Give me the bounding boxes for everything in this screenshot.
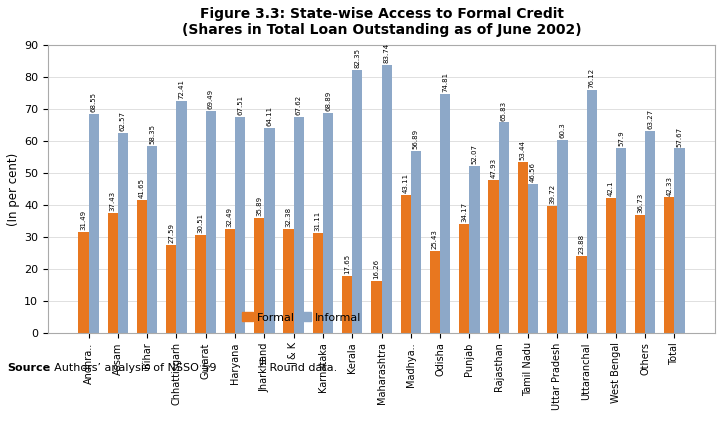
Text: 37.43: 37.43	[110, 191, 116, 211]
Bar	[254, 218, 264, 332]
Text: 57.67: 57.67	[677, 126, 682, 146]
Bar	[235, 117, 245, 332]
Bar	[78, 232, 89, 332]
Bar	[635, 215, 645, 332]
Text: 34.17: 34.17	[461, 202, 467, 222]
Text: 32.38: 32.38	[285, 207, 292, 227]
Text: 47.93: 47.93	[490, 158, 497, 178]
Text: 41.65: 41.65	[139, 178, 145, 198]
Text: 35.89: 35.89	[256, 196, 262, 216]
Text: 58.35: 58.35	[149, 125, 155, 144]
Text: 27.59: 27.59	[168, 223, 174, 243]
Bar	[196, 235, 206, 332]
Text: 42.1: 42.1	[608, 181, 614, 196]
Bar	[108, 213, 118, 332]
Text: 31.49: 31.49	[80, 210, 87, 230]
Text: 62.57: 62.57	[120, 111, 126, 131]
Text: 23.88: 23.88	[578, 234, 585, 254]
Bar	[469, 166, 479, 332]
Text: 69.49: 69.49	[208, 89, 214, 109]
Text: 17.65: 17.65	[344, 254, 350, 274]
Text: 67.62: 67.62	[296, 95, 302, 115]
Bar	[283, 229, 294, 332]
Bar	[664, 198, 674, 332]
Bar	[401, 195, 411, 332]
Text: 83.74: 83.74	[383, 43, 390, 63]
Text: Source: Source	[7, 363, 51, 373]
Text: 74.81: 74.81	[443, 72, 448, 92]
Bar	[137, 200, 147, 332]
Bar	[313, 233, 323, 332]
Text: 64.11: 64.11	[266, 106, 272, 126]
Text: 67.51: 67.51	[237, 95, 243, 115]
Bar	[342, 276, 352, 332]
Text: 72.41: 72.41	[178, 79, 185, 99]
Bar	[176, 101, 187, 332]
Text: 68.89: 68.89	[325, 90, 331, 111]
Bar	[430, 251, 440, 332]
Text: 76.12: 76.12	[588, 68, 595, 88]
Bar	[118, 133, 128, 332]
Text: 43.11: 43.11	[403, 173, 409, 193]
Bar	[528, 184, 538, 332]
Text: 60.3: 60.3	[560, 122, 565, 138]
Text: 30.51: 30.51	[198, 213, 204, 233]
Bar	[352, 70, 362, 332]
Bar	[645, 131, 656, 332]
Bar	[606, 198, 616, 332]
Bar	[547, 206, 557, 332]
Text: 39.72: 39.72	[549, 184, 555, 204]
Text: 53.44: 53.44	[520, 140, 526, 160]
Bar	[557, 140, 567, 332]
Bar	[264, 128, 274, 332]
Text: 46.56: 46.56	[530, 162, 536, 182]
Bar	[489, 180, 499, 332]
Bar	[616, 148, 626, 332]
Title: Figure 3.3: State-wise Access to Formal Credit
(Shares in Total Loan Outstanding: Figure 3.3: State-wise Access to Formal …	[182, 7, 581, 37]
Bar	[576, 256, 586, 332]
Text: Round data.: Round data.	[266, 363, 337, 373]
Text: : Authors’ analysis of NSSO 59: : Authors’ analysis of NSSO 59	[47, 363, 217, 373]
Bar	[225, 229, 235, 332]
Text: 65.83: 65.83	[501, 100, 507, 121]
Text: 31.11: 31.11	[315, 211, 321, 231]
Text: 16.26: 16.26	[373, 258, 379, 279]
Text: 42.33: 42.33	[666, 176, 672, 195]
Text: 56.89: 56.89	[413, 129, 419, 149]
Text: 36.73: 36.73	[637, 193, 643, 213]
Bar	[518, 162, 528, 332]
Bar	[440, 94, 451, 332]
Bar	[459, 224, 469, 332]
Text: 52.07: 52.07	[471, 144, 477, 164]
Text: 68.55: 68.55	[91, 92, 97, 112]
Bar	[147, 146, 157, 332]
Text: 57.9: 57.9	[618, 130, 624, 146]
Bar	[381, 65, 392, 332]
Bar	[499, 122, 509, 332]
Bar	[411, 151, 421, 332]
Legend: Formal, Informal: Formal, Informal	[238, 308, 365, 327]
Bar	[294, 117, 304, 332]
Text: 82.35: 82.35	[355, 48, 360, 68]
Bar	[674, 148, 684, 332]
Bar	[206, 111, 216, 332]
Text: 63.27: 63.27	[648, 108, 653, 129]
Bar	[323, 112, 333, 332]
Bar	[89, 114, 99, 332]
Bar	[371, 281, 381, 332]
Text: th: th	[258, 358, 267, 367]
Text: 25.43: 25.43	[432, 230, 438, 250]
Y-axis label: (In per cent): (In per cent)	[7, 152, 20, 225]
Bar	[586, 90, 597, 332]
Bar	[166, 245, 176, 332]
Text: 32.49: 32.49	[227, 207, 233, 227]
